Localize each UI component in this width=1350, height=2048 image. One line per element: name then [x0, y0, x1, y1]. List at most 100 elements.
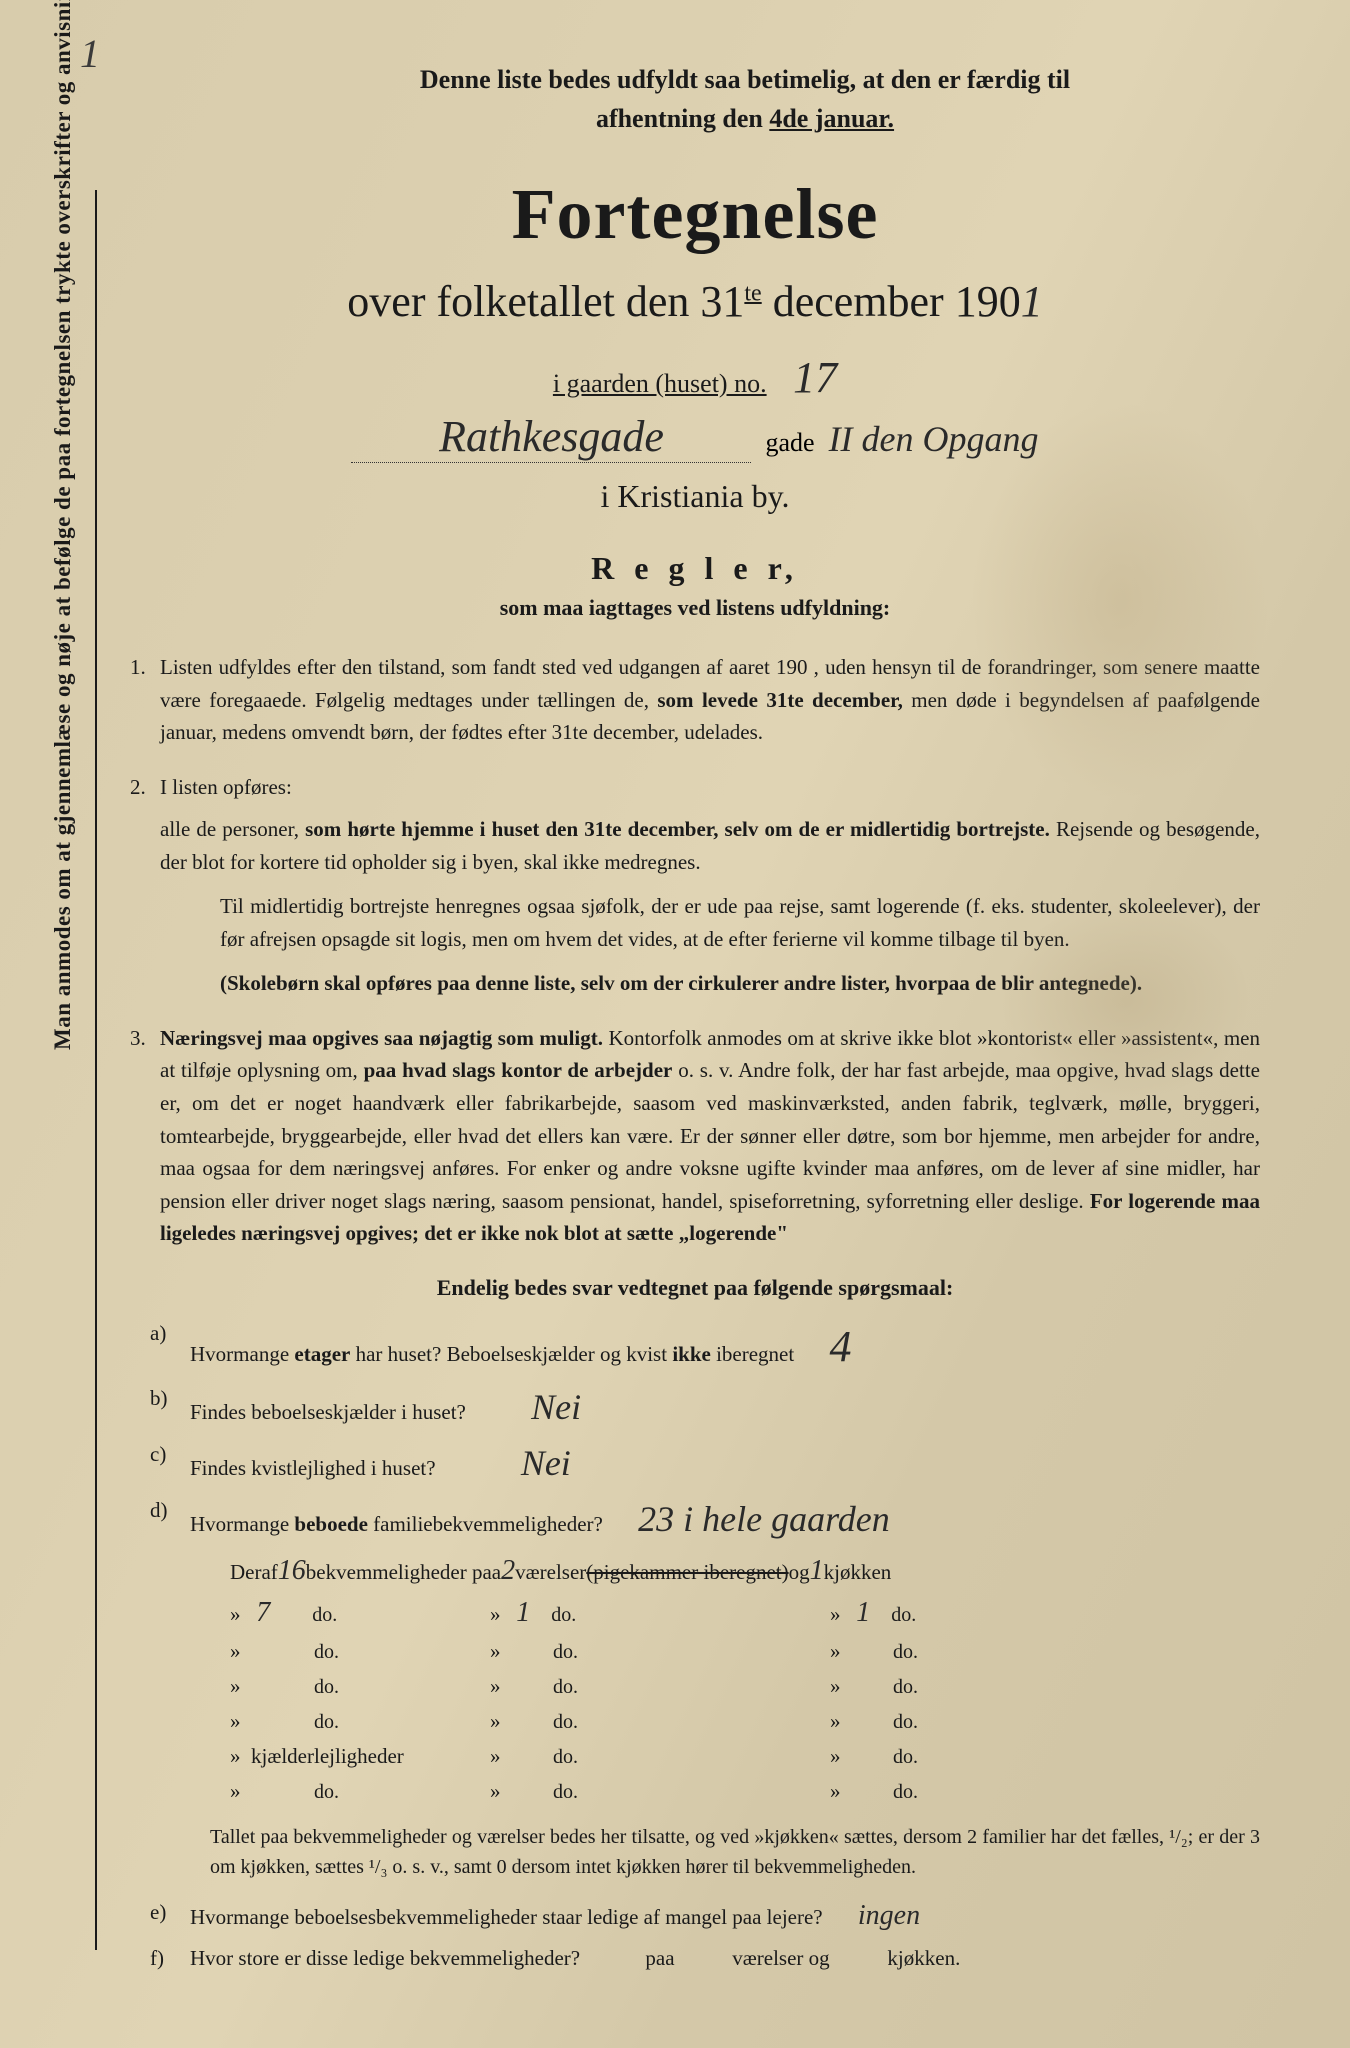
- main-title: Fortegnelse: [130, 173, 1260, 256]
- questions-title: Endelig bedes svar vedtegnet paa følgend…: [130, 1275, 1260, 1301]
- do: do.: [893, 1746, 918, 1768]
- qa-answer: 4: [829, 1321, 851, 1372]
- qc-text: Findes kvistlejlighed i huset?: [190, 1456, 436, 1480]
- qd-answer: 23 i hele gaarden: [638, 1498, 890, 1540]
- do: do.: [553, 1676, 578, 1698]
- qb-answer: Nei: [531, 1386, 581, 1428]
- raquo: »: [230, 1744, 241, 1768]
- rule2-p1a: alle de personer,: [160, 817, 305, 841]
- street-addendum: II den Opgang: [829, 419, 1039, 459]
- deraf-strike: (pigekammer iberegnet): [586, 1560, 788, 1585]
- qf-text: Hvor store er disse ledige bekvemmelighe…: [190, 1946, 580, 1970]
- subtitle-month: december 190: [762, 277, 1021, 326]
- qd-text1: Hvormange: [190, 1512, 294, 1536]
- qa-text3: iberegnet: [711, 1342, 794, 1366]
- deraf-row-3: » do. » do. » do.: [230, 1639, 1260, 1664]
- do: do.: [893, 1641, 918, 1663]
- deraf-row-1: Deraf 16 bekvemmeligheder paa 2 værelser…: [230, 1555, 1260, 1587]
- q-letter: c): [150, 1442, 166, 1467]
- deraf-prefix: Deraf: [230, 1560, 278, 1585]
- q-letter: e): [150, 1900, 166, 1925]
- raquo: »: [830, 1709, 841, 1733]
- deraf-end: kjøkken: [824, 1560, 892, 1585]
- raquo: »: [830, 1674, 841, 1698]
- rule3-bold2: paa hvad slags kontor de arbejder: [364, 1058, 673, 1082]
- kj-label: kjælderlejligheder: [251, 1744, 404, 1768]
- do: do.: [553, 1641, 578, 1663]
- street-line: Rathkesgade gade II den Opgang: [130, 411, 1260, 463]
- rule1-bold: som levede 31te december,: [657, 688, 902, 712]
- qe-answer: ingen: [858, 1900, 920, 1932]
- qa-bold: etager: [294, 1342, 350, 1366]
- raquo: »: [490, 1602, 501, 1626]
- do: do.: [893, 1781, 918, 1803]
- row2-v3: 1: [856, 1597, 870, 1628]
- do: do.: [553, 1711, 578, 1733]
- deraf-v1: 16: [278, 1555, 306, 1587]
- rule-number: 1.: [130, 651, 160, 684]
- deraf-v3: 1: [810, 1555, 824, 1587]
- deraf-mid1: bekvemmeligheder paa: [306, 1560, 501, 1585]
- subtitle: over folketallet den 31te december 1901: [130, 276, 1260, 327]
- rule-number: 2.: [130, 771, 160, 804]
- question-d: d) Hvormange beboede familiebekvemmeligh…: [130, 1498, 1260, 1540]
- do: do.: [314, 1641, 339, 1663]
- vertical-divider: [95, 190, 97, 1950]
- document-page: 1 Man anmodes om at gjennemlæse og nøje …: [0, 0, 1350, 2048]
- raquo: »: [830, 1639, 841, 1663]
- question-a: a) Hvormange etager har huset? Beboelses…: [130, 1321, 1260, 1372]
- question-c: c) Findes kvistlejlighed i huset? Nei: [130, 1442, 1260, 1484]
- year-handwritten: 1: [1021, 277, 1043, 326]
- raquo: »: [490, 1744, 501, 1768]
- qa-text2: har huset? Beboelseskjælder og kvist: [350, 1342, 672, 1366]
- do: do.: [314, 1781, 339, 1803]
- raquo: »: [490, 1779, 501, 1803]
- page-number: 1: [80, 30, 100, 77]
- subtitle-prefix: over folketallet den 31: [347, 277, 744, 326]
- do: do.: [312, 1604, 337, 1626]
- subtitle-sup: te: [744, 280, 761, 306]
- do: do.: [553, 1746, 578, 1768]
- deraf-mid2: værelser: [515, 1560, 586, 1585]
- qc-answer: Nei: [521, 1442, 571, 1484]
- deraf-mid3: og: [789, 1560, 810, 1585]
- raquo: »: [490, 1674, 501, 1698]
- deraf-row-5: » do. » do. » do.: [230, 1709, 1260, 1734]
- do: do.: [893, 1676, 918, 1698]
- qf-cols: paa værelser og kjøkken.: [645, 1946, 960, 1970]
- qa-bold2: ikke: [672, 1342, 711, 1366]
- raquo: »: [230, 1674, 241, 1698]
- do: do.: [553, 1781, 578, 1803]
- raquo: »: [830, 1744, 841, 1768]
- question-f: f) Hvor store er disse ledige bekvemmeli…: [130, 1946, 1260, 1971]
- rule2-p1-bold: som hørte hjemme i huset den 31te decemb…: [305, 817, 1050, 841]
- gaard-number: 17: [793, 353, 837, 402]
- do: do.: [893, 1711, 918, 1733]
- question-e: e) Hvormange beboelsesbekvemmeligheder s…: [130, 1900, 1260, 1932]
- gade-label: gade: [765, 428, 814, 457]
- rule3-bold1: Næringsvej maa opgives saa nøjagtig som …: [160, 1026, 603, 1050]
- raquo: »: [490, 1639, 501, 1663]
- question-b: b) Findes beboelseskjælder i huset? Nei: [130, 1386, 1260, 1428]
- rule2-intro: I listen opføres:: [160, 775, 292, 799]
- do: do.: [314, 1676, 339, 1698]
- bottom-note: Tallet paa bekvemmeligheder og værelser …: [130, 1822, 1260, 1882]
- top-notice: Denne liste bedes udfyldt saa betimelig,…: [130, 60, 1260, 138]
- raquo: »: [230, 1602, 241, 1626]
- q-letter: a): [150, 1321, 166, 1346]
- qa-text1: Hvormange: [190, 1342, 294, 1366]
- vertical-instruction: Man anmodes om at gjennemlæse og nøje at…: [50, 0, 76, 1050]
- raquo: »: [230, 1709, 241, 1733]
- qe-text: Hvormange beboelsesbekvemmeligheder staa…: [190, 1905, 823, 1929]
- rule-number: 3.: [130, 1022, 160, 1055]
- paper-stain: [1000, 900, 1250, 1100]
- do: do.: [314, 1711, 339, 1733]
- qd-text2: familiebekvemmeligheder?: [368, 1512, 603, 1536]
- deraf-row-6: » kjælderlejligheder » do. » do.: [230, 1744, 1260, 1769]
- raquo: »: [490, 1709, 501, 1733]
- notice-line1: Denne liste bedes udfyldt saa betimelig,…: [420, 65, 1070, 94]
- do: do.: [891, 1604, 916, 1626]
- deraf-row-2: » 7 do. » 1 do. » 1 do.: [230, 1597, 1260, 1629]
- deraf-row-7: » do. » do. » do.: [230, 1779, 1260, 1804]
- deraf-v2: 2: [501, 1555, 515, 1587]
